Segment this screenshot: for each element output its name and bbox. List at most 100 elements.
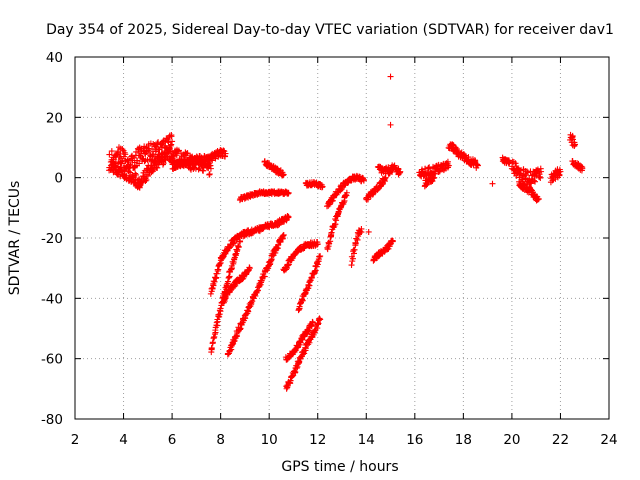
x-tick-label: 20 bbox=[503, 432, 520, 448]
x-tick-label: 14 bbox=[358, 432, 375, 448]
data-point bbox=[213, 270, 220, 277]
data-point bbox=[532, 178, 539, 185]
x-tick-label: 2 bbox=[71, 432, 80, 448]
data-point bbox=[216, 260, 223, 267]
data-point bbox=[315, 258, 322, 265]
data-point bbox=[387, 73, 394, 80]
data-point bbox=[283, 383, 290, 390]
data-point bbox=[556, 171, 563, 178]
data-point bbox=[214, 318, 221, 325]
data-point bbox=[489, 180, 496, 187]
data-point bbox=[215, 153, 222, 160]
data-point bbox=[445, 162, 452, 169]
data-points bbox=[106, 73, 586, 392]
data-point bbox=[237, 238, 244, 245]
data-point bbox=[474, 162, 481, 169]
data-point bbox=[444, 158, 451, 165]
data-point bbox=[234, 242, 241, 249]
data-point bbox=[207, 290, 214, 297]
data-point bbox=[535, 195, 542, 202]
data-point bbox=[168, 133, 175, 140]
data-point bbox=[343, 189, 350, 196]
data-point bbox=[200, 167, 207, 174]
data-point bbox=[209, 339, 216, 346]
data-point bbox=[141, 158, 148, 165]
data-point bbox=[512, 160, 519, 167]
data-point bbox=[316, 315, 323, 322]
data-point bbox=[285, 213, 292, 220]
y-tick-label: -20 bbox=[41, 231, 63, 247]
data-point bbox=[221, 295, 228, 302]
data-point bbox=[340, 199, 347, 206]
data-point bbox=[161, 156, 168, 163]
data-point bbox=[146, 148, 153, 155]
data-point bbox=[144, 173, 151, 180]
data-point bbox=[158, 141, 165, 148]
data-point bbox=[348, 262, 355, 269]
data-point bbox=[211, 333, 218, 340]
data-point bbox=[235, 244, 242, 251]
data-point bbox=[537, 175, 544, 182]
data-point bbox=[423, 182, 430, 189]
data-point bbox=[118, 160, 125, 167]
data-point bbox=[299, 296, 306, 303]
data-point bbox=[387, 121, 394, 128]
data-point bbox=[287, 377, 294, 384]
data-point bbox=[208, 344, 215, 351]
data-point bbox=[360, 177, 367, 184]
data-point bbox=[309, 319, 316, 326]
data-point bbox=[389, 238, 396, 245]
data-point bbox=[354, 236, 361, 243]
data-point bbox=[275, 242, 282, 249]
data-point bbox=[311, 268, 318, 275]
data-point bbox=[280, 171, 287, 178]
x-axis-label: GPS time / hours bbox=[281, 459, 398, 475]
data-point bbox=[206, 171, 213, 178]
x-tick-label: 6 bbox=[168, 432, 177, 448]
data-point bbox=[106, 151, 113, 158]
data-point bbox=[534, 196, 541, 203]
data-point bbox=[365, 228, 372, 235]
data-point bbox=[230, 240, 237, 247]
data-point bbox=[328, 229, 335, 236]
x-tick-label: 8 bbox=[216, 432, 225, 448]
data-point bbox=[397, 168, 404, 175]
data-point bbox=[506, 159, 513, 166]
x-tick-label: 4 bbox=[119, 432, 128, 448]
data-point bbox=[351, 246, 358, 253]
data-point bbox=[530, 177, 537, 184]
data-point bbox=[207, 165, 214, 172]
data-point bbox=[234, 246, 241, 253]
data-point bbox=[269, 251, 276, 258]
x-tick-label: 24 bbox=[600, 432, 617, 448]
data-point bbox=[222, 150, 229, 157]
data-point bbox=[125, 168, 132, 175]
data-point bbox=[246, 265, 253, 272]
data-point bbox=[132, 170, 139, 177]
data-point bbox=[285, 189, 292, 196]
data-point bbox=[296, 300, 303, 307]
data-point bbox=[280, 231, 287, 238]
data-point bbox=[289, 373, 296, 380]
data-point bbox=[277, 238, 284, 245]
data-point bbox=[430, 175, 437, 182]
x-tick-label: 18 bbox=[455, 432, 472, 448]
data-point bbox=[184, 150, 191, 157]
y-tick-label: 40 bbox=[46, 50, 63, 66]
data-point bbox=[174, 148, 181, 155]
y-tick-label: -80 bbox=[41, 412, 63, 428]
x-tick-label: 16 bbox=[406, 432, 423, 448]
data-point bbox=[306, 278, 313, 285]
data-point bbox=[241, 314, 248, 321]
data-point bbox=[154, 164, 161, 171]
data-point bbox=[319, 183, 326, 190]
y-axis-label: SDTVAR / TECUs bbox=[7, 181, 23, 296]
data-point bbox=[296, 359, 303, 366]
grid-lines bbox=[75, 57, 609, 419]
data-point bbox=[166, 144, 173, 151]
data-point bbox=[453, 145, 460, 152]
data-point bbox=[579, 165, 586, 172]
data-point bbox=[308, 274, 315, 281]
